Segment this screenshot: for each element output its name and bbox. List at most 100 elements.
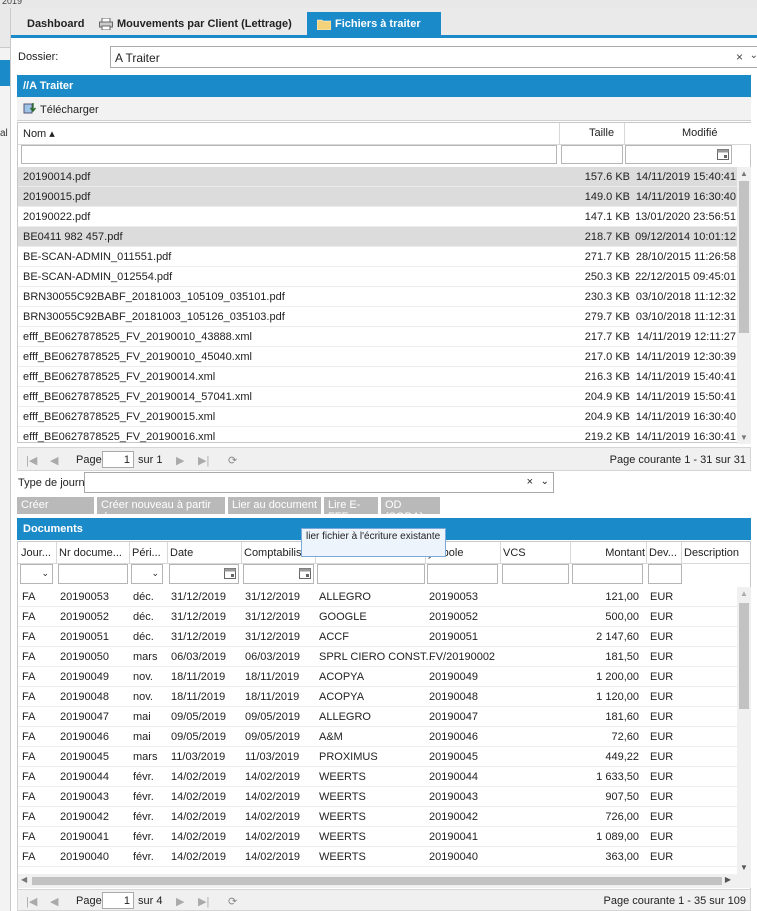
- documents-column-header[interactable]: Montant: [605, 547, 645, 559]
- documents-filter-input[interactable]: [427, 564, 498, 584]
- file-row[interactable]: efff_BE0627878525_FV_20190016.xml 219.2 K…: [18, 427, 738, 444]
- od-soda-button[interactable]: OD (SODA): [381, 497, 440, 523]
- file-row[interactable]: 20190014.pdf 157.6 KB 14/11/2019 15:40:41: [18, 167, 738, 187]
- cell-symbol: 20190041: [429, 831, 478, 843]
- file-row[interactable]: BRN30055C92BABF_20181003_105109_035101.p…: [18, 287, 738, 307]
- refresh-icon[interactable]: ⟳: [228, 455, 238, 467]
- chevron-down-icon[interactable]: ⌄: [540, 476, 549, 487]
- next-page-icon[interactable]: ▶: [176, 896, 185, 908]
- first-page-icon[interactable]: |◀: [26, 896, 38, 908]
- file-row[interactable]: BRN30055C92BABF_20181003_105126_035103.p…: [18, 307, 738, 327]
- refresh-icon[interactable]: ⟳: [228, 896, 238, 908]
- files-scrollbar[interactable]: ▲ ▼: [737, 167, 751, 444]
- prev-page-icon[interactable]: ◀: [50, 896, 59, 908]
- documents-filter-input[interactable]: [58, 564, 128, 584]
- link-document-button[interactable]: Lier au document: [228, 497, 321, 514]
- read-efff-button[interactable]: Lire E-FFF: [324, 497, 378, 523]
- tab-dashboard[interactable]: Dashboard: [17, 12, 94, 35]
- documents-filter-input[interactable]: [572, 564, 643, 584]
- documents-column-header[interactable]: Dev...: [649, 547, 677, 559]
- scroll-down-icon[interactable]: ▼: [740, 433, 748, 442]
- document-row[interactable]: FA 20190044 févr. 14/02/2019 14/02/2019 WEERT…: [18, 767, 738, 787]
- documents-scrollbar[interactable]: ▲ ▼: [737, 587, 751, 874]
- column-modified[interactable]: Modifié: [682, 127, 718, 139]
- size-filter-input[interactable]: [561, 145, 623, 164]
- document-row[interactable]: FA 20190051 déc. 31/12/2019 31/12/2019 ACCF 20…: [18, 627, 738, 647]
- file-row[interactable]: efff_BE0627878525_FV_20190014_57041.xml 2…: [18, 387, 738, 407]
- dossier-select[interactable]: A Traiter × ⌄: [110, 46, 757, 68]
- chevron-down-icon[interactable]: ⌄: [151, 568, 159, 578]
- create-new-button[interactable]: Créer nouveau: [17, 497, 94, 523]
- documents-column-header[interactable]: Comptabilis: [244, 547, 302, 559]
- first-page-icon[interactable]: |◀: [26, 455, 38, 467]
- column-size[interactable]: Taille: [589, 127, 615, 139]
- left-panel-item[interactable]: [0, 8, 10, 48]
- file-row[interactable]: efff_BE0627878525_FV_20190014.xml 216.3 K…: [18, 367, 738, 387]
- file-row[interactable]: BE-SCAN-ADMIN_011551.pdf 271.7 KB 28/10/20…: [18, 247, 738, 267]
- modified-filter-input[interactable]: [625, 145, 732, 164]
- next-page-icon[interactable]: ▶: [176, 455, 185, 467]
- download-button[interactable]: Télécharger: [23, 102, 99, 117]
- scroll-up-icon[interactable]: ▲: [740, 169, 748, 178]
- file-row[interactable]: efff_BE0627878525_FV_20190010_43888.xml 2…: [18, 327, 738, 347]
- document-row[interactable]: FA 20190041 févr. 14/02/2019 14/02/2019 WEERT…: [18, 827, 738, 847]
- file-row[interactable]: BE-SCAN-ADMIN_012554.pdf 250.3 KB 22/12/20…: [18, 267, 738, 287]
- files-scroll-thumb[interactable]: [739, 181, 749, 333]
- documents-scroll-thumb[interactable]: [739, 603, 749, 709]
- scroll-up-icon[interactable]: ▲: [740, 589, 748, 598]
- document-row[interactable]: FA 20190040 févr. 14/02/2019 14/02/2019 WEERT…: [18, 847, 738, 867]
- document-row[interactable]: FA 20190048 nov. 18/11/2019 18/11/2019 ACOPYA…: [18, 687, 738, 707]
- calendar-icon[interactable]: [717, 148, 729, 163]
- documents-filter-input[interactable]: [502, 564, 569, 584]
- document-row[interactable]: FA 20190043 févr. 14/02/2019 14/02/2019 WEERT…: [18, 787, 738, 807]
- document-row[interactable]: FA 20190050 mars 06/03/2019 06/03/2019 SPRL C…: [18, 647, 738, 667]
- documents-column-header[interactable]: Jour...: [21, 547, 51, 559]
- document-row[interactable]: FA 20190046 mai 09/05/2019 09/05/2019 A&M 2019…: [18, 727, 738, 747]
- document-row[interactable]: FA 20190047 mai 09/05/2019 09/05/2019 ALLEGRO…: [18, 707, 738, 727]
- documents-hscrollbar[interactable]: ◀ ▶: [18, 874, 751, 888]
- journal-type-select[interactable]: × ⌄: [84, 472, 554, 493]
- documents-column-header[interactable]: Péri...: [132, 547, 161, 559]
- name-filter-input[interactable]: [21, 145, 557, 164]
- documents-hscroll-thumb[interactable]: [32, 877, 722, 885]
- prev-page-icon[interactable]: ◀: [50, 455, 59, 467]
- tab-fichiers[interactable]: Fichiers à traiter: [307, 12, 441, 35]
- chevron-down-icon[interactable]: ⌄: [749, 50, 757, 61]
- documents-filter-input[interactable]: [648, 564, 682, 584]
- file-row[interactable]: efff_BE0627878525_FV_20190015.xml 204.9 K…: [18, 407, 738, 427]
- file-row[interactable]: efff_BE0627878525_FV_20190010_45040.xml 2…: [18, 347, 738, 367]
- calendar-icon[interactable]: [224, 567, 236, 582]
- documents-column-header[interactable]: Nr docume...: [59, 547, 122, 559]
- clear-icon[interactable]: ×: [526, 476, 533, 488]
- column-name[interactable]: Nom ▴: [23, 128, 55, 140]
- documents-filter-input[interactable]: [243, 564, 314, 584]
- documents-filter-input[interactable]: [317, 564, 425, 584]
- create-from-button[interactable]: Créer nouveau à partir de: [97, 497, 225, 523]
- left-panel-item-active[interactable]: [0, 60, 10, 86]
- scroll-down-icon[interactable]: ▼: [740, 863, 748, 872]
- chevron-down-icon[interactable]: ⌄: [41, 568, 49, 578]
- file-row[interactable]: 20190015.pdf 149.0 KB 14/11/2019 16:30:40: [18, 187, 738, 207]
- documents-filter-input[interactable]: ⌄: [131, 564, 163, 584]
- scroll-left-icon[interactable]: ◀: [21, 875, 28, 884]
- page-input[interactable]: 1: [102, 892, 134, 909]
- document-row[interactable]: FA 20190049 nov. 18/11/2019 18/11/2019 ACOPYA…: [18, 667, 738, 687]
- document-row[interactable]: FA 20190042 févr. 14/02/2019 14/02/2019 WEERT…: [18, 807, 738, 827]
- last-page-icon[interactable]: ▶|: [198, 455, 210, 467]
- documents-column-header[interactable]: VCS: [503, 547, 526, 559]
- calendar-icon[interactable]: [299, 567, 311, 582]
- document-row[interactable]: FA 20190052 déc. 31/12/2019 31/12/2019 GOOGLE…: [18, 607, 738, 627]
- documents-filter-input[interactable]: ⌄: [20, 564, 53, 584]
- last-page-icon[interactable]: ▶|: [198, 896, 210, 908]
- document-row[interactable]: FA 20190045 mars 11/03/2019 11/03/2019 PROXIM…: [18, 747, 738, 767]
- clear-icon[interactable]: ×: [735, 50, 743, 64]
- file-row[interactable]: BE0411 982 457.pdf 218.7 KB 09/12/2014 10:…: [18, 227, 738, 247]
- scroll-right-icon[interactable]: ▶: [724, 875, 731, 884]
- document-row[interactable]: FA 20190053 déc. 31/12/2019 31/12/2019 ALLEGR…: [18, 587, 738, 607]
- tab-mouvements[interactable]: Mouvements par Client (Lettrage): [89, 12, 302, 35]
- documents-filter-input[interactable]: [169, 564, 239, 584]
- file-row[interactable]: 20190022.pdf 147.1 KB 13/01/2020 23:56:51: [18, 207, 738, 227]
- documents-column-header[interactable]: Description: [684, 547, 740, 559]
- page-input[interactable]: 1: [102, 451, 134, 468]
- documents-column-header[interactable]: Date: [170, 547, 194, 559]
